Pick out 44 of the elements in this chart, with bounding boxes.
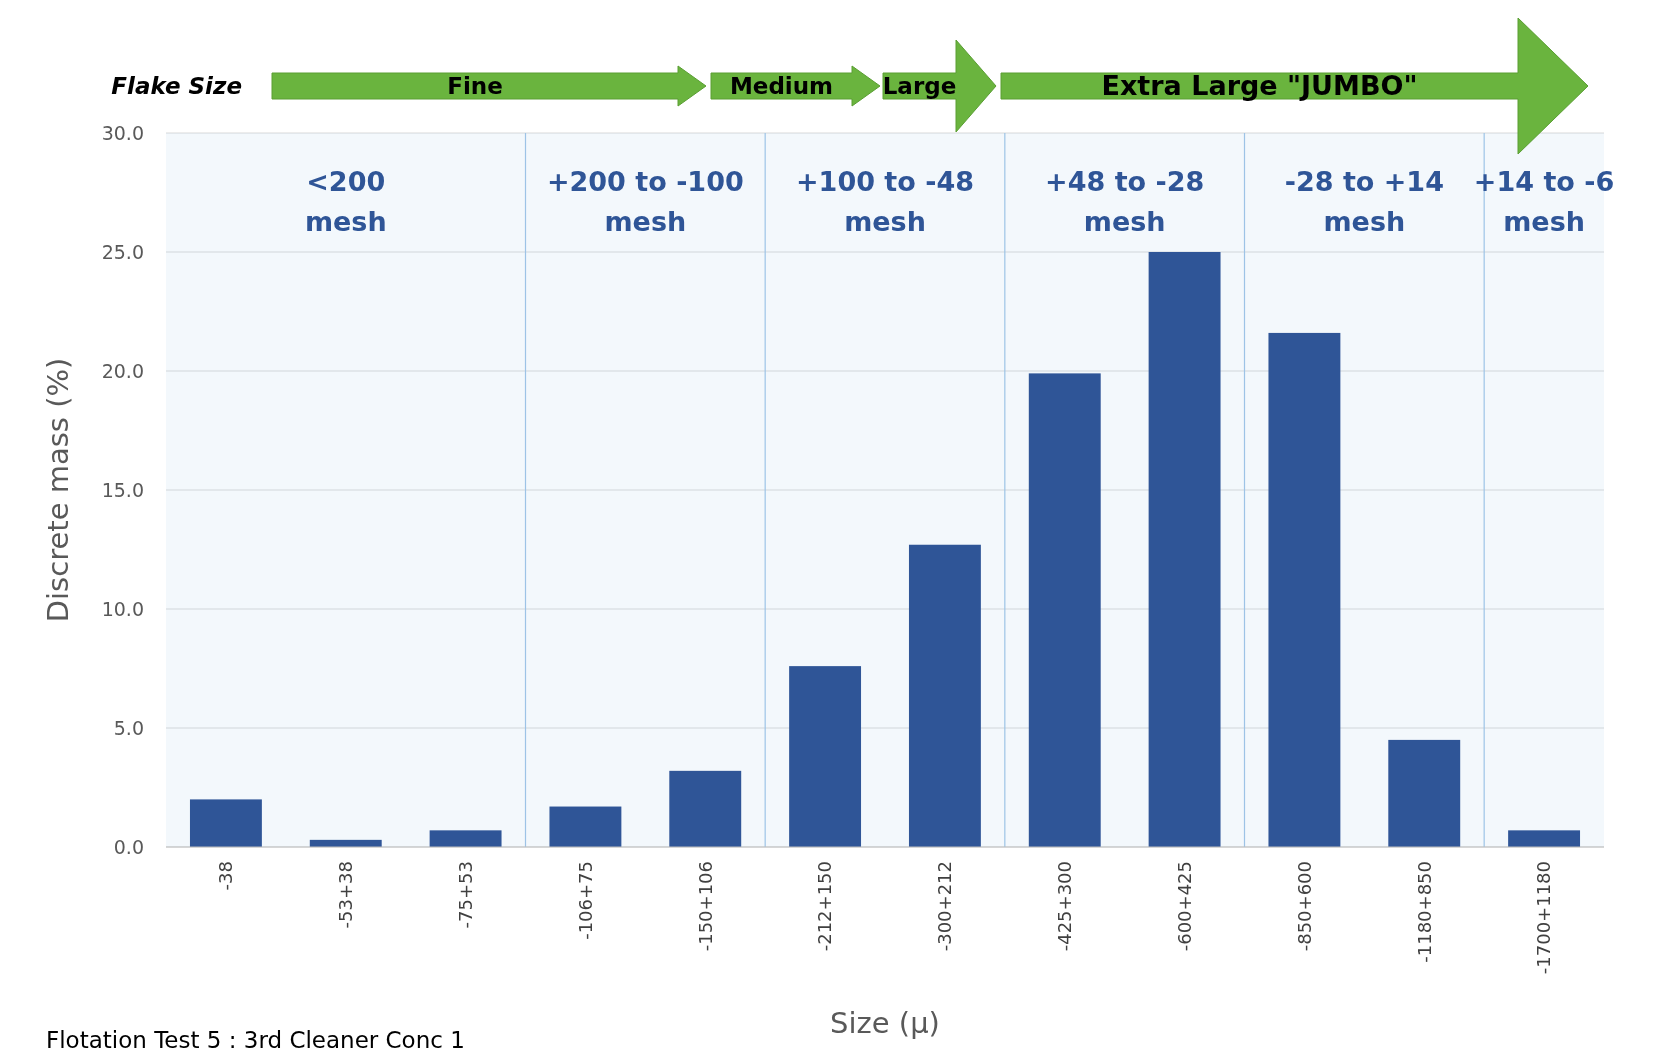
- text: Large: [882, 73, 957, 100]
- x-tick-label: -600+425: [1173, 861, 1195, 952]
- bar: [189, 799, 262, 847]
- x-axis-title: Size (µ): [830, 1006, 940, 1040]
- text: Flake Size: [111, 73, 242, 100]
- text: Medium: [729, 73, 834, 100]
- x-tick-label: -38: [215, 861, 237, 891]
- band-label: +48 to -28 mesh: [1045, 166, 1205, 237]
- y-tick-label: 0.0: [113, 835, 144, 858]
- bar: [908, 544, 981, 847]
- y-tick-label: 5.0: [113, 716, 144, 739]
- bar: [1388, 739, 1461, 847]
- bar: [1508, 830, 1581, 847]
- x-tick-label: -75+53: [454, 861, 476, 929]
- y-axis-title: Discrete mass (%): [41, 357, 75, 623]
- x-tick-label: -1180+850: [1413, 861, 1435, 963]
- x-tick-label: -1700+1180: [1533, 861, 1555, 975]
- bar: [1028, 373, 1101, 847]
- text: Extra Large "JUMBO": [1101, 70, 1418, 102]
- band-label: <200 mesh: [304, 166, 387, 237]
- band-label: +200 to -100 mesh: [546, 166, 744, 237]
- x-tick-label: -106+75: [574, 861, 596, 940]
- x-tick-label: -53+38: [335, 861, 357, 929]
- bar: [549, 806, 622, 847]
- text: Flotation Test 5 : 3rd Cleaner Conc 1: [46, 1027, 465, 1053]
- y-tick-label: 15.0: [101, 478, 144, 501]
- x-tick-label: -300+212: [934, 861, 956, 952]
- y-tick-label: 30.0: [101, 121, 144, 144]
- y-tick-label: 25.0: [101, 240, 144, 263]
- bar: [1268, 332, 1341, 847]
- x-tick-label: -850+600: [1293, 861, 1315, 952]
- bar: [429, 830, 502, 847]
- band-label: -28 to +14 mesh: [1284, 166, 1444, 237]
- x-tick-label: -150+106: [694, 861, 716, 952]
- band-label: +14 to -6 mesh: [1473, 166, 1615, 237]
- y-tick-label: 10.0: [101, 597, 144, 620]
- y-tick-label: 20.0: [101, 359, 144, 382]
- x-tick-label: -212+150: [814, 861, 836, 952]
- band-label: +100 to -48 mesh: [795, 166, 975, 237]
- bar: [669, 770, 742, 847]
- x-tick-label: -425+300: [1054, 861, 1076, 952]
- bar: [1148, 252, 1221, 847]
- text: Fine: [447, 73, 503, 100]
- bar: [789, 666, 862, 847]
